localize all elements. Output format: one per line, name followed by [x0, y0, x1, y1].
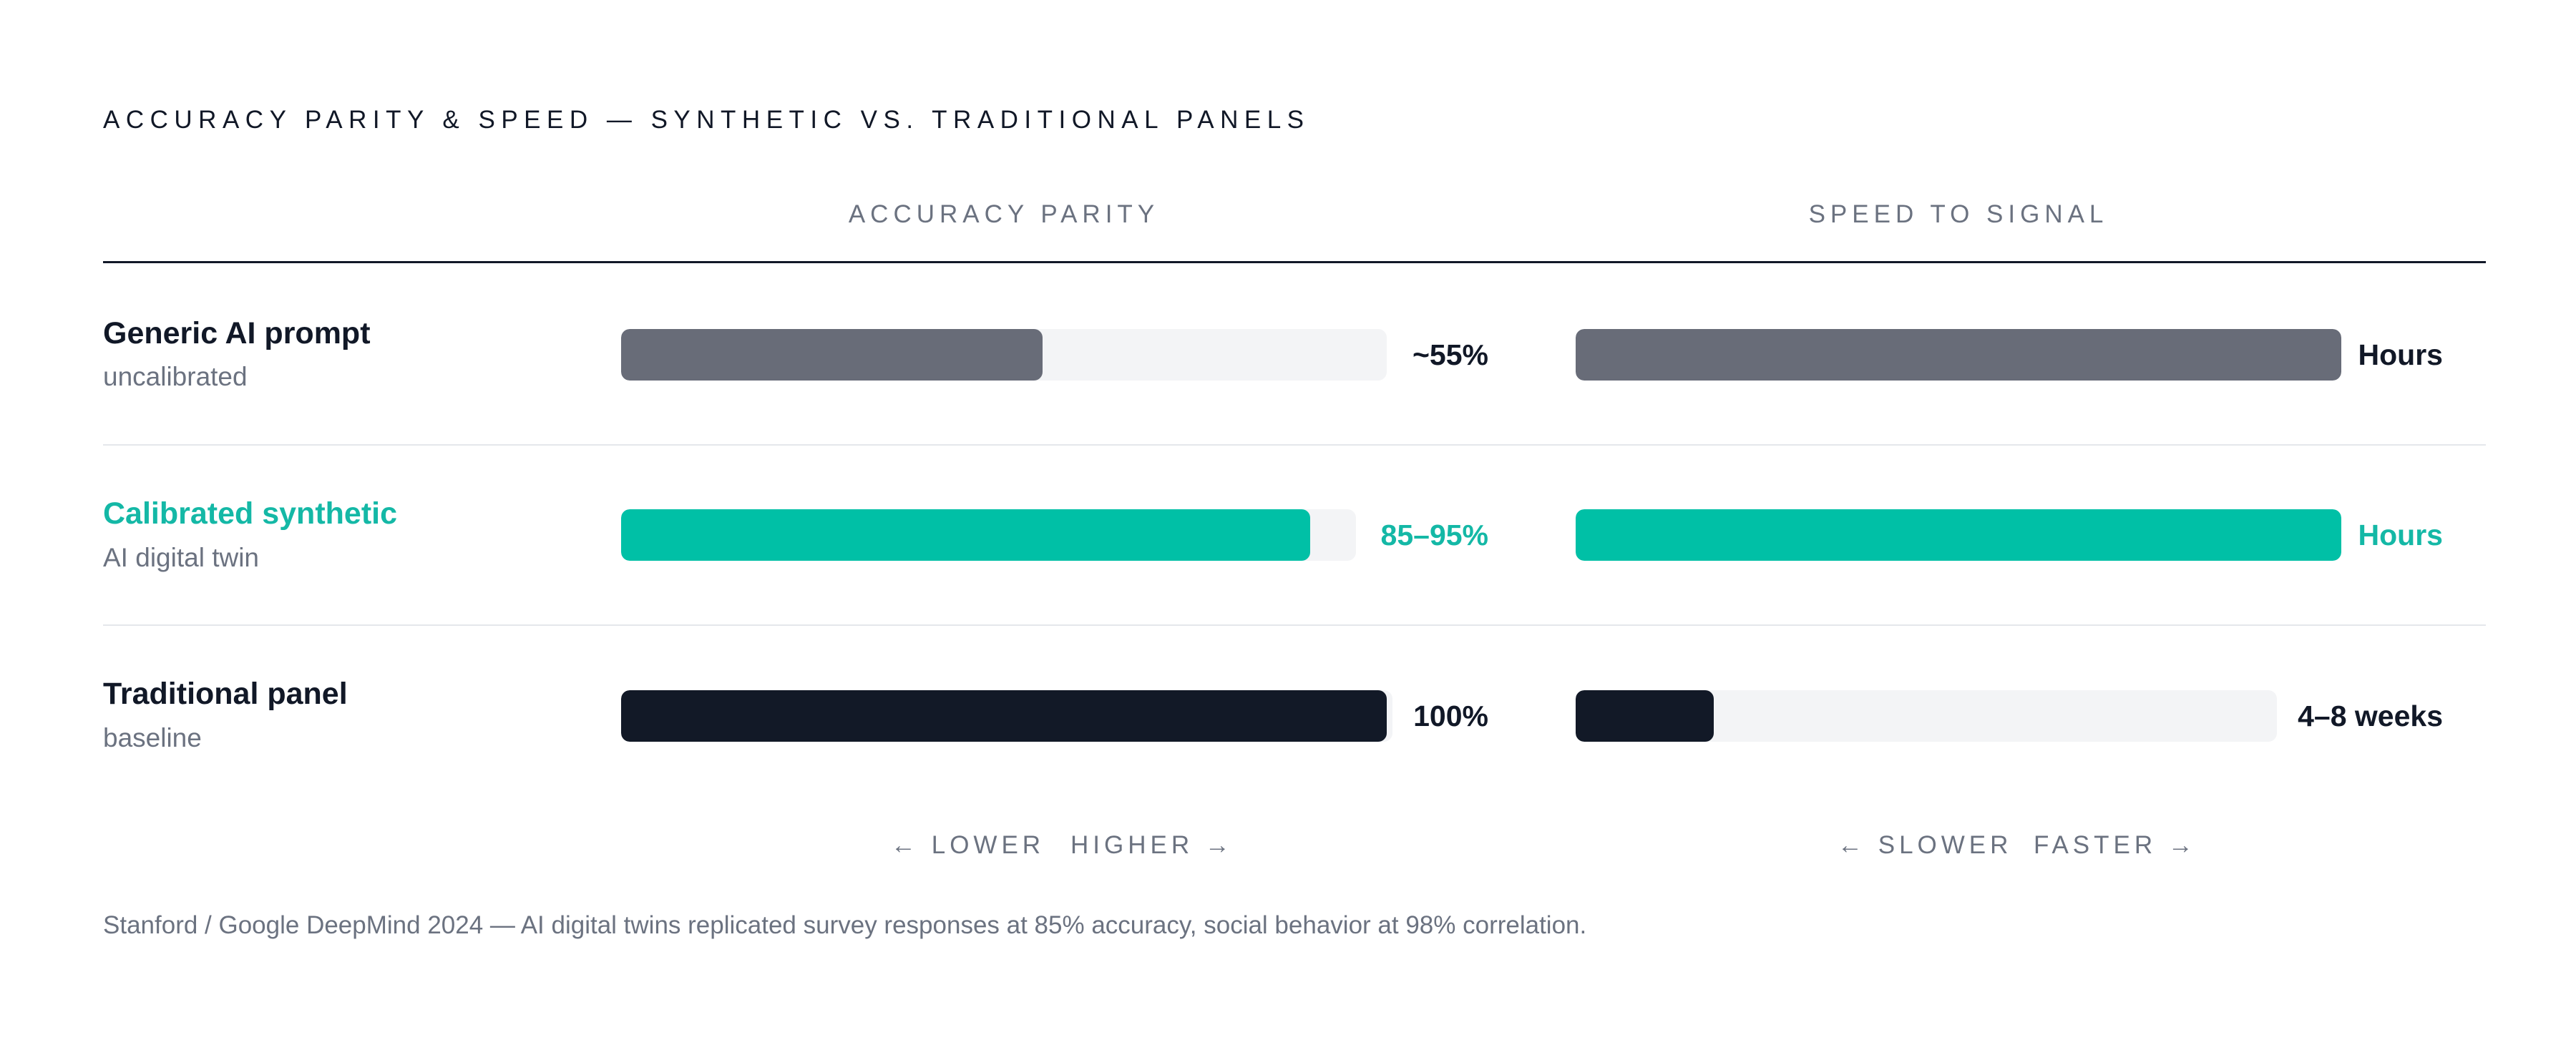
- speed-bar-calibrated: [1576, 509, 2341, 561]
- speed-value-calibrated: Hours: [2358, 519, 2443, 551]
- speed-bar-traditional: [1576, 690, 1714, 742]
- chart-title: ACCURACY PARITY & SPEED — SYNTHETIC VS. …: [103, 106, 1310, 134]
- speed-bar-generic: [1576, 329, 2341, 381]
- row-name-calibrated: Calibrated synthetic: [103, 496, 397, 531]
- speed-track-calibrated: [1576, 509, 2341, 561]
- speed-value-traditional: 4–8 weeks: [2298, 700, 2443, 732]
- source-footnote: Stanford / Google DeepMind 2024 — AI dig…: [103, 911, 1587, 939]
- accuracy-bar-calibrated: [621, 509, 1310, 561]
- accuracy-scale-high: HIGHER →: [1070, 831, 1234, 859]
- accuracy-value-traditional: 100%: [1413, 700, 1488, 732]
- row-name-traditional: Traditional panel: [103, 677, 348, 711]
- speed-column-header: SPEED TO SIGNAL: [1808, 200, 2109, 228]
- row-name-generic: Generic AI prompt: [103, 316, 371, 350]
- accuracy-track-generic: [621, 329, 1387, 381]
- accuracy-bar-traditional: [621, 690, 1387, 742]
- row-sub-generic: uncalibrated: [103, 362, 248, 391]
- accuracy-value-generic: ~55%: [1412, 338, 1488, 371]
- speed-value-generic: Hours: [2358, 338, 2443, 371]
- accuracy-track-calibrated: [621, 509, 1356, 561]
- speed-track-traditional: [1576, 690, 2277, 742]
- row-divider: [103, 444, 2486, 446]
- accuracy-track-traditional: [621, 690, 1392, 742]
- accuracy-bar-generic: [621, 329, 1043, 381]
- row-divider: [103, 624, 2486, 626]
- accuracy-value-calibrated: 85–95%: [1380, 519, 1488, 551]
- speed-scale-low: ← SLOWER: [1838, 831, 2013, 859]
- accuracy-column-header: ACCURACY PARITY: [848, 200, 1160, 228]
- accuracy-scale-low: ← LOWER: [891, 831, 1045, 859]
- speed-track-generic: [1576, 329, 2341, 381]
- header-rule: [103, 261, 2486, 263]
- row-sub-calibrated: AI digital twin: [103, 543, 259, 572]
- row-sub-traditional: baseline: [103, 723, 202, 752]
- speed-scale-high: FASTER →: [2034, 831, 2197, 859]
